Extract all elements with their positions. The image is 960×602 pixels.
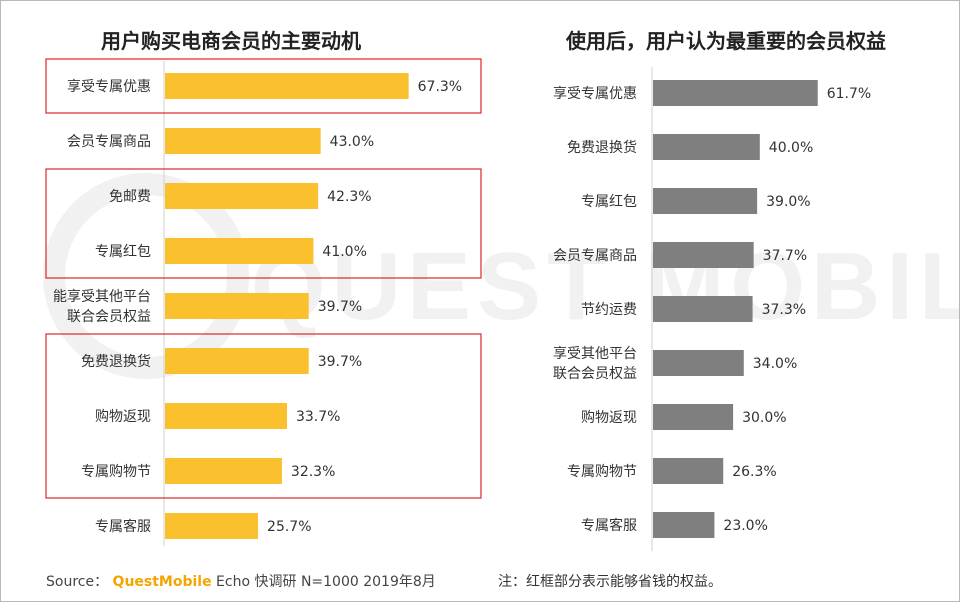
left-chart-title: 用户购买电商会员的主要动机 xyxy=(101,29,361,53)
highlight-box-0 xyxy=(45,58,482,114)
left-category-label-1: 会员专属商品 xyxy=(67,134,151,150)
footnote: 注：红框部分表示能够省钱的权益。 xyxy=(498,574,722,590)
left-value-label-7: 32.3% xyxy=(291,464,335,480)
right-value-label-8: 23.0% xyxy=(723,518,767,534)
highlight-box-1 xyxy=(45,168,482,279)
left-category-label-2: 免邮费 xyxy=(109,189,151,205)
right-bar-5 xyxy=(653,350,744,376)
right-value-label-2: 39.0% xyxy=(766,194,810,210)
left-bar-2 xyxy=(165,183,319,209)
right-value-label-0: 61.7% xyxy=(827,86,871,102)
left-bar-3 xyxy=(165,238,314,264)
right-category-label-2: 专属红包 xyxy=(581,194,637,210)
left-category-label-0: 享受专属优惠 xyxy=(67,78,151,95)
left-category-label-7: 专属购物节 xyxy=(81,464,151,480)
right-value-label-1: 40.0% xyxy=(769,140,813,156)
left-value-label-1: 43.0% xyxy=(330,134,374,150)
right-value-label-7: 26.3% xyxy=(732,464,776,480)
left-value-label-4: 39.7% xyxy=(318,299,362,315)
left-value-label-2: 42.3% xyxy=(327,189,371,205)
left-value-label-3: 41.0% xyxy=(322,244,366,260)
right-category-label-5: 享受其他平台联合会员权益 xyxy=(553,345,637,382)
right-value-label-4: 37.3% xyxy=(762,302,806,318)
right-value-label-3: 37.7% xyxy=(763,248,807,264)
left-category-label-3: 专属红包 xyxy=(95,244,151,260)
left-category-label-5: 免费退换货 xyxy=(81,353,151,370)
source-brand: QuestMobile xyxy=(112,574,212,590)
right-bar-6 xyxy=(653,404,734,430)
source-rest: Echo 快调研 N=1000 2019年8月 xyxy=(211,574,436,590)
left-bar-1 xyxy=(165,128,321,154)
right-value-label-5: 34.0% xyxy=(753,356,797,372)
right-category-label-7: 专属购物节 xyxy=(567,464,637,480)
left-value-label-6: 33.7% xyxy=(296,409,340,425)
left-category-label-8: 专属客服 xyxy=(95,518,151,535)
source-note: Source： QuestMobile Echo 快调研 N=1000 2019… xyxy=(46,571,436,591)
right-bar-2 xyxy=(653,188,758,214)
right-category-label-1: 免费退换货 xyxy=(567,139,637,156)
right-category-label-6: 购物返现 xyxy=(581,410,637,426)
right-bar-7 xyxy=(653,458,724,484)
left-category-label-6: 购物返现 xyxy=(95,409,151,425)
right-bar-0 xyxy=(653,80,818,106)
left-value-label-5: 39.7% xyxy=(318,354,362,370)
right-category-label-4: 节约运费 xyxy=(581,302,637,318)
source-prefix: Source： xyxy=(46,574,109,590)
highlight-box-2 xyxy=(45,333,482,499)
left-bar-8 xyxy=(165,513,259,539)
right-value-label-6: 30.0% xyxy=(742,410,786,426)
left-category-label-4: 能享受其他平台联合会员权益 xyxy=(53,288,151,325)
left-bar-4 xyxy=(165,293,309,319)
right-category-label-0: 享受专属优惠 xyxy=(553,85,637,102)
right-category-label-3: 会员专属商品 xyxy=(553,248,637,264)
left-value-label-0: 67.3% xyxy=(418,79,462,95)
left-value-label-8: 25.7% xyxy=(267,519,311,535)
right-bar-4 xyxy=(653,296,753,322)
right-bar-1 xyxy=(653,134,760,160)
right-bar-3 xyxy=(653,242,754,268)
right-chart-title: 使用后，用户认为最重要的会员权益 xyxy=(566,29,886,53)
left-bar-0 xyxy=(165,73,409,99)
right-bar-8 xyxy=(653,512,715,538)
left-bar-5 xyxy=(165,348,309,374)
left-bar-6 xyxy=(165,403,287,429)
right-category-label-8: 专属客服 xyxy=(581,517,637,534)
left-bar-7 xyxy=(165,458,282,484)
